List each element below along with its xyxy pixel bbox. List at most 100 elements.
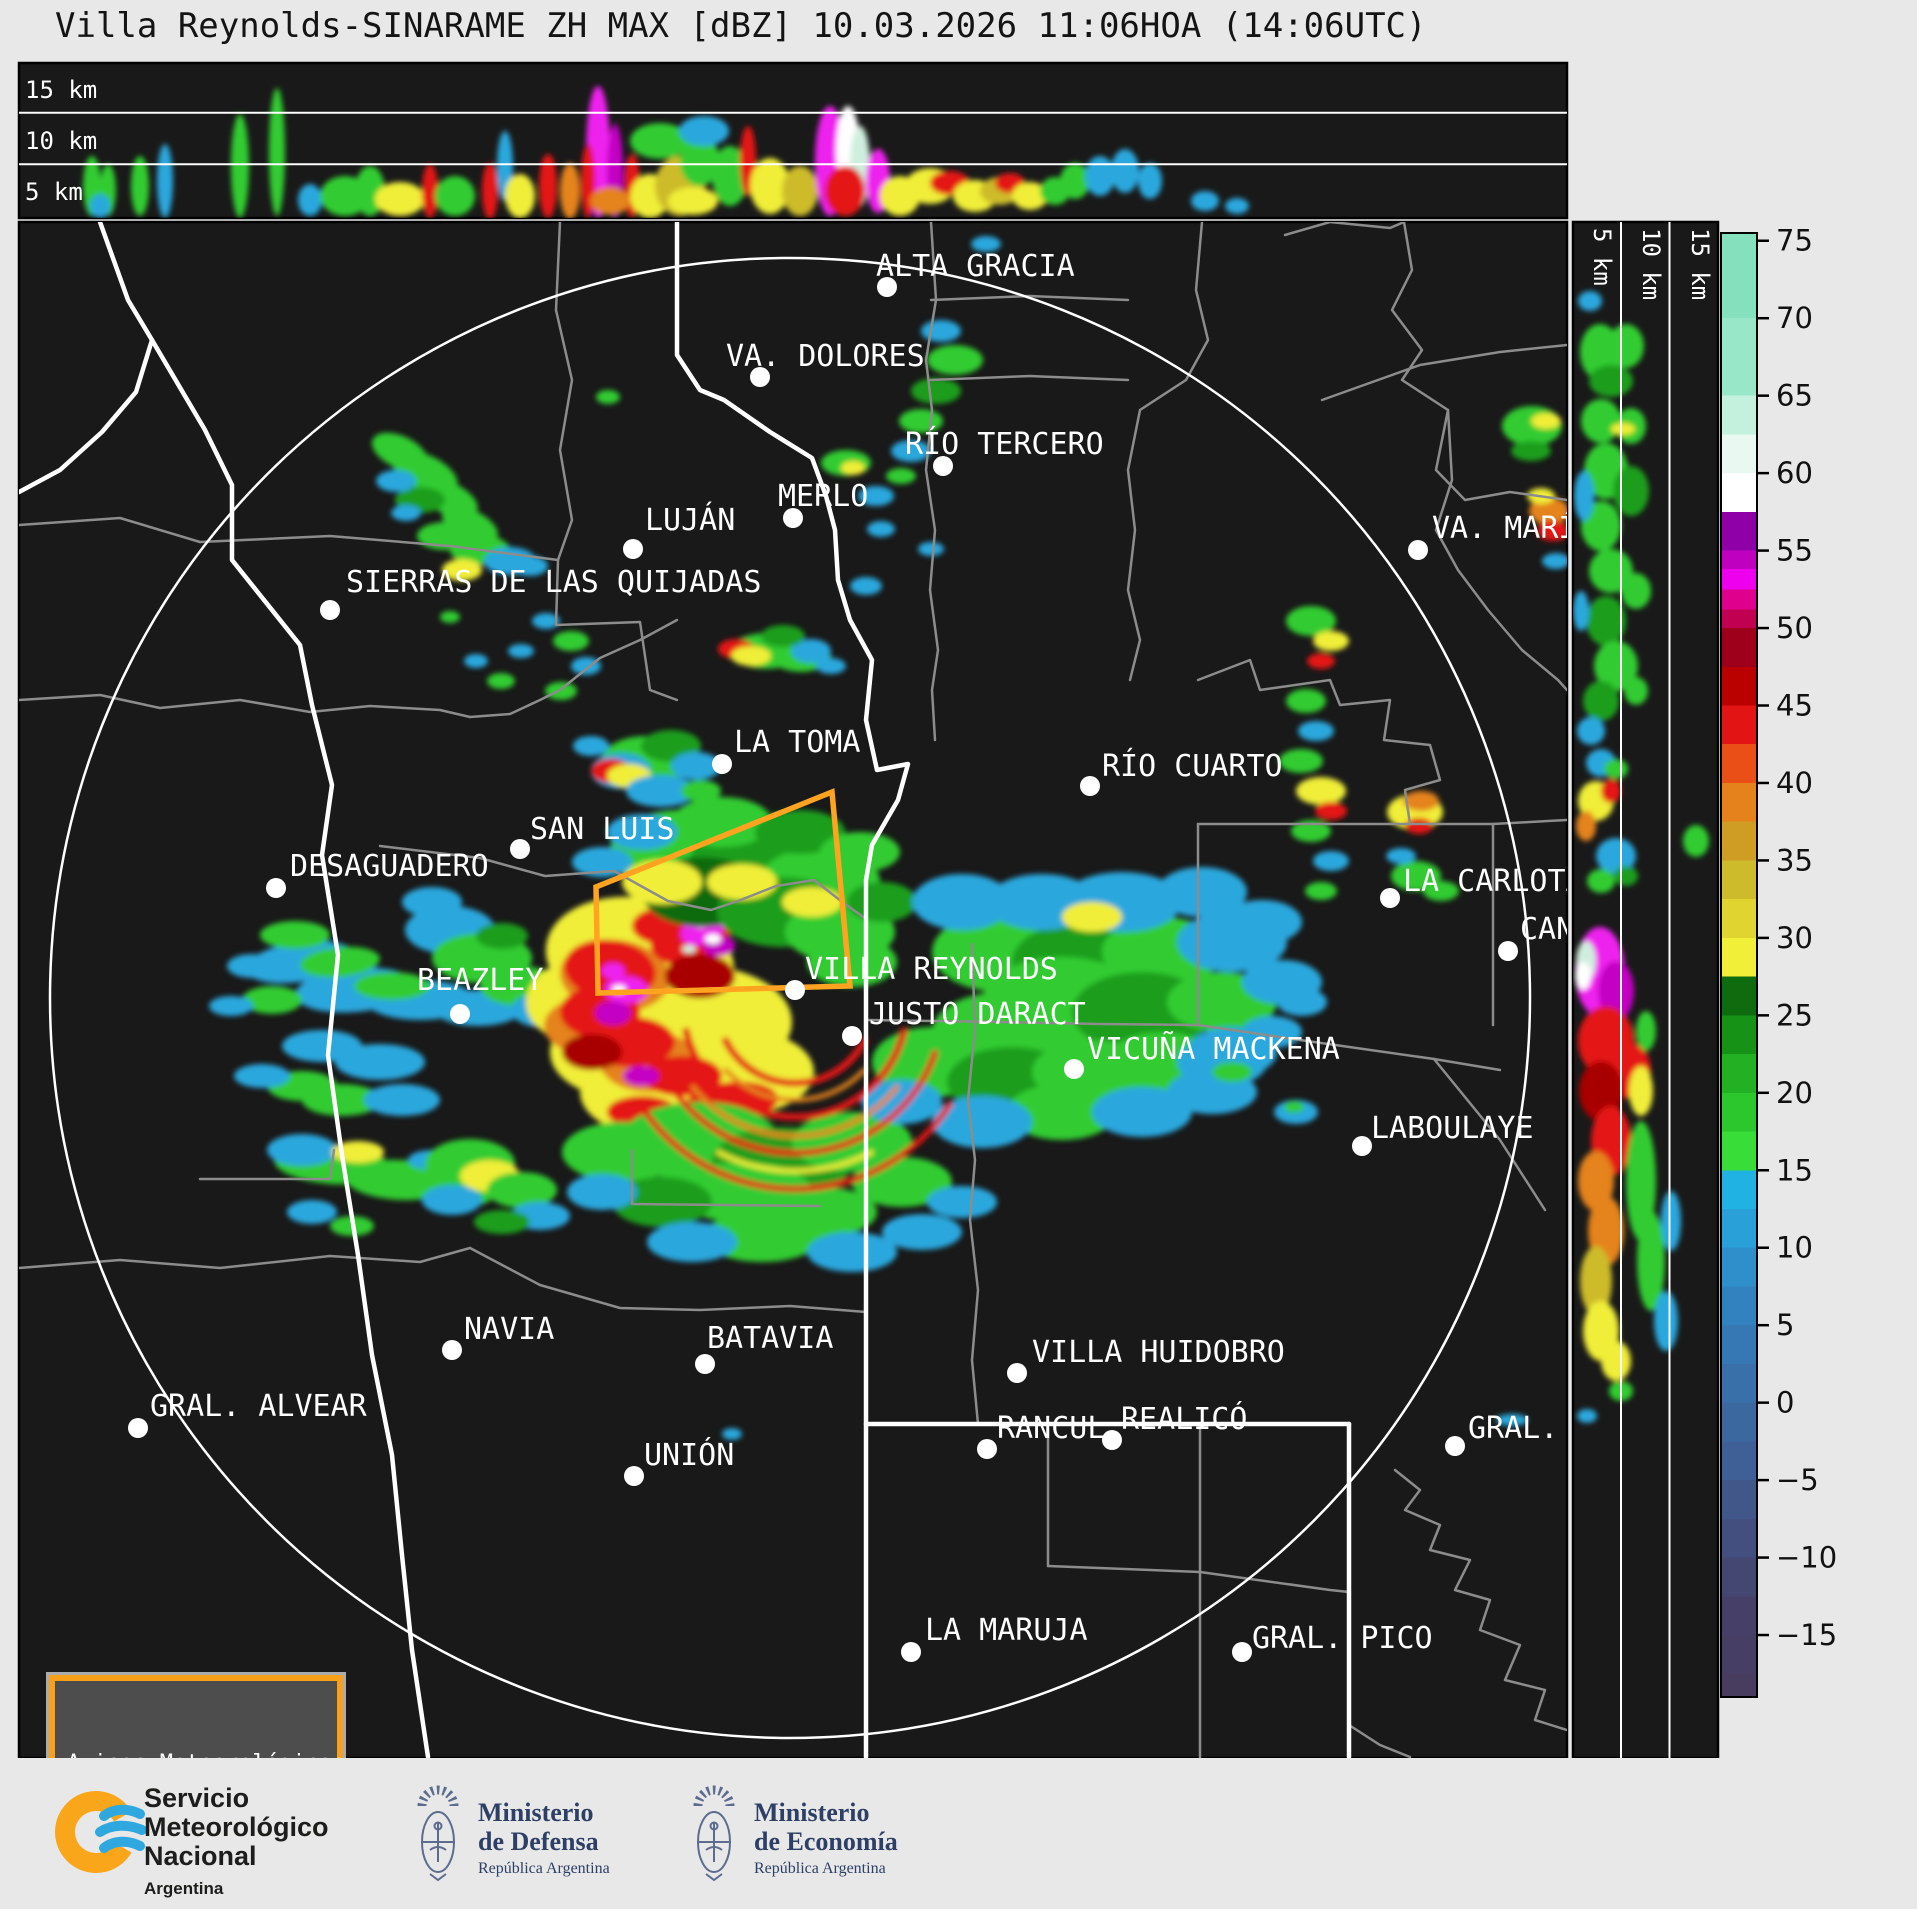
city-dot — [1232, 1642, 1252, 1662]
echo-blob — [1307, 653, 1335, 669]
echo-blob — [1225, 198, 1249, 214]
echo-blob — [157, 144, 173, 218]
department-boundary — [1434, 408, 1567, 692]
city-dot — [1352, 1136, 1372, 1156]
range-ring — [48, 256, 1532, 1740]
colorbar-tick-label: 65 — [1776, 379, 1813, 413]
city-dot — [128, 1418, 148, 1438]
department-boundary — [929, 294, 1130, 302]
echo-blob — [927, 345, 983, 375]
echo-blob — [442, 559, 482, 581]
smn-logo: Servicio Meteorológico Nacional Argentin… — [52, 1780, 329, 1898]
department-boundary — [19, 516, 202, 544]
echo-blob — [1386, 848, 1416, 864]
echo-blob — [841, 461, 865, 475]
smn-line2: Meteorológico — [144, 1812, 329, 1842]
echo-blob — [601, 963, 625, 979]
echo-blob — [1579, 1061, 1623, 1121]
echo-blob — [647, 1222, 737, 1262]
echo-blob — [1291, 820, 1331, 842]
city-dot — [977, 1439, 997, 1459]
city-dot — [901, 1642, 921, 1662]
city-dot — [1007, 1363, 1027, 1383]
department-boundary — [468, 618, 679, 719]
echo-blob — [1391, 861, 1441, 891]
echo-blob — [1608, 324, 1644, 368]
echo-blob — [927, 1186, 997, 1218]
echo-blob — [1111, 149, 1139, 193]
echo-blob — [911, 378, 961, 404]
smn-logo-icon — [55, 1791, 147, 1873]
echo-blob — [234, 1064, 290, 1088]
echo-blob — [335, 1044, 425, 1080]
echo-blob — [562, 1122, 682, 1182]
echo-blob — [487, 673, 515, 689]
colorbar-tick-label: 10 — [1776, 1231, 1813, 1265]
echo-blob — [260, 921, 330, 949]
city-dot — [450, 1004, 470, 1024]
city-label: RÍO CUARTO — [1102, 748, 1283, 784]
echo-blob — [508, 644, 534, 658]
side-panel-echoes — [1573, 291, 1709, 1423]
city-label: GRAL. ALVEAR — [150, 1389, 368, 1424]
echo-blob — [1286, 606, 1336, 636]
echo-blob — [1626, 1121, 1656, 1241]
echo-blob — [476, 923, 528, 949]
echo-blob — [512, 556, 548, 576]
map-echoes — [209, 236, 1567, 1440]
echo-blob — [1594, 641, 1638, 691]
echo-blob — [858, 486, 894, 506]
city-label: ALTA GRACIA — [876, 249, 1075, 284]
city-label: VILLA REYNOLDS — [805, 952, 1058, 987]
echo-blob — [862, 1080, 942, 1124]
echo-blob — [1315, 802, 1347, 820]
department-boundary — [1408, 818, 1567, 826]
echo-blob — [1279, 749, 1323, 773]
city-label: BEAZLEY — [417, 963, 543, 998]
echo-blob — [590, 187, 630, 215]
echo-blob — [1578, 1151, 1614, 1211]
echo-blob — [630, 123, 690, 159]
city-label: LA MARUJA — [925, 1613, 1088, 1648]
warning-polygon — [593, 788, 854, 996]
department-boundary — [1283, 222, 1406, 237]
echo-blob — [1683, 825, 1709, 857]
city-label: GRAL. PICO — [1252, 1621, 1433, 1656]
echo-blob — [1574, 471, 1594, 521]
echo-blob — [971, 236, 1001, 252]
echo-blob — [90, 194, 110, 218]
echo-blob — [1092, 1087, 1192, 1137]
echo-blob — [1242, 1016, 1302, 1048]
echo-blob — [791, 639, 831, 663]
echo-blob — [1305, 882, 1337, 900]
echo-blob — [354, 972, 430, 1000]
city-label: JUSTO DARACT — [869, 997, 1086, 1032]
altitude-label: 15 km — [25, 76, 97, 104]
echo-blob — [596, 390, 620, 404]
city-label: RANCUL — [997, 1411, 1105, 1446]
department-boundary — [1432, 1057, 1547, 1212]
echo-blob — [1542, 553, 1567, 569]
altitude-label: 15 km — [1686, 228, 1714, 300]
echo-blob — [595, 1001, 631, 1025]
echo-blob — [391, 505, 421, 521]
echo-blob — [1296, 777, 1346, 805]
echo-blob — [612, 1177, 712, 1227]
echo-blob — [1222, 900, 1302, 944]
smn-line1: Servicio — [144, 1783, 250, 1813]
echo-blob — [298, 184, 322, 216]
city-label: MERLO — [778, 479, 868, 514]
echo-blob — [422, 1185, 482, 1215]
echo-blob — [1614, 866, 1638, 886]
echo-blob — [882, 1214, 962, 1250]
echo-blob — [1062, 902, 1122, 932]
echo-blob — [1403, 791, 1439, 811]
city-dot — [1080, 776, 1100, 796]
echo-blob — [573, 736, 609, 756]
altitude-label: 5 km — [25, 178, 83, 206]
echo-blob — [847, 882, 917, 922]
economia-sub: República Argentina — [754, 1860, 886, 1877]
city-dot — [320, 600, 340, 620]
city-dot — [623, 539, 643, 559]
